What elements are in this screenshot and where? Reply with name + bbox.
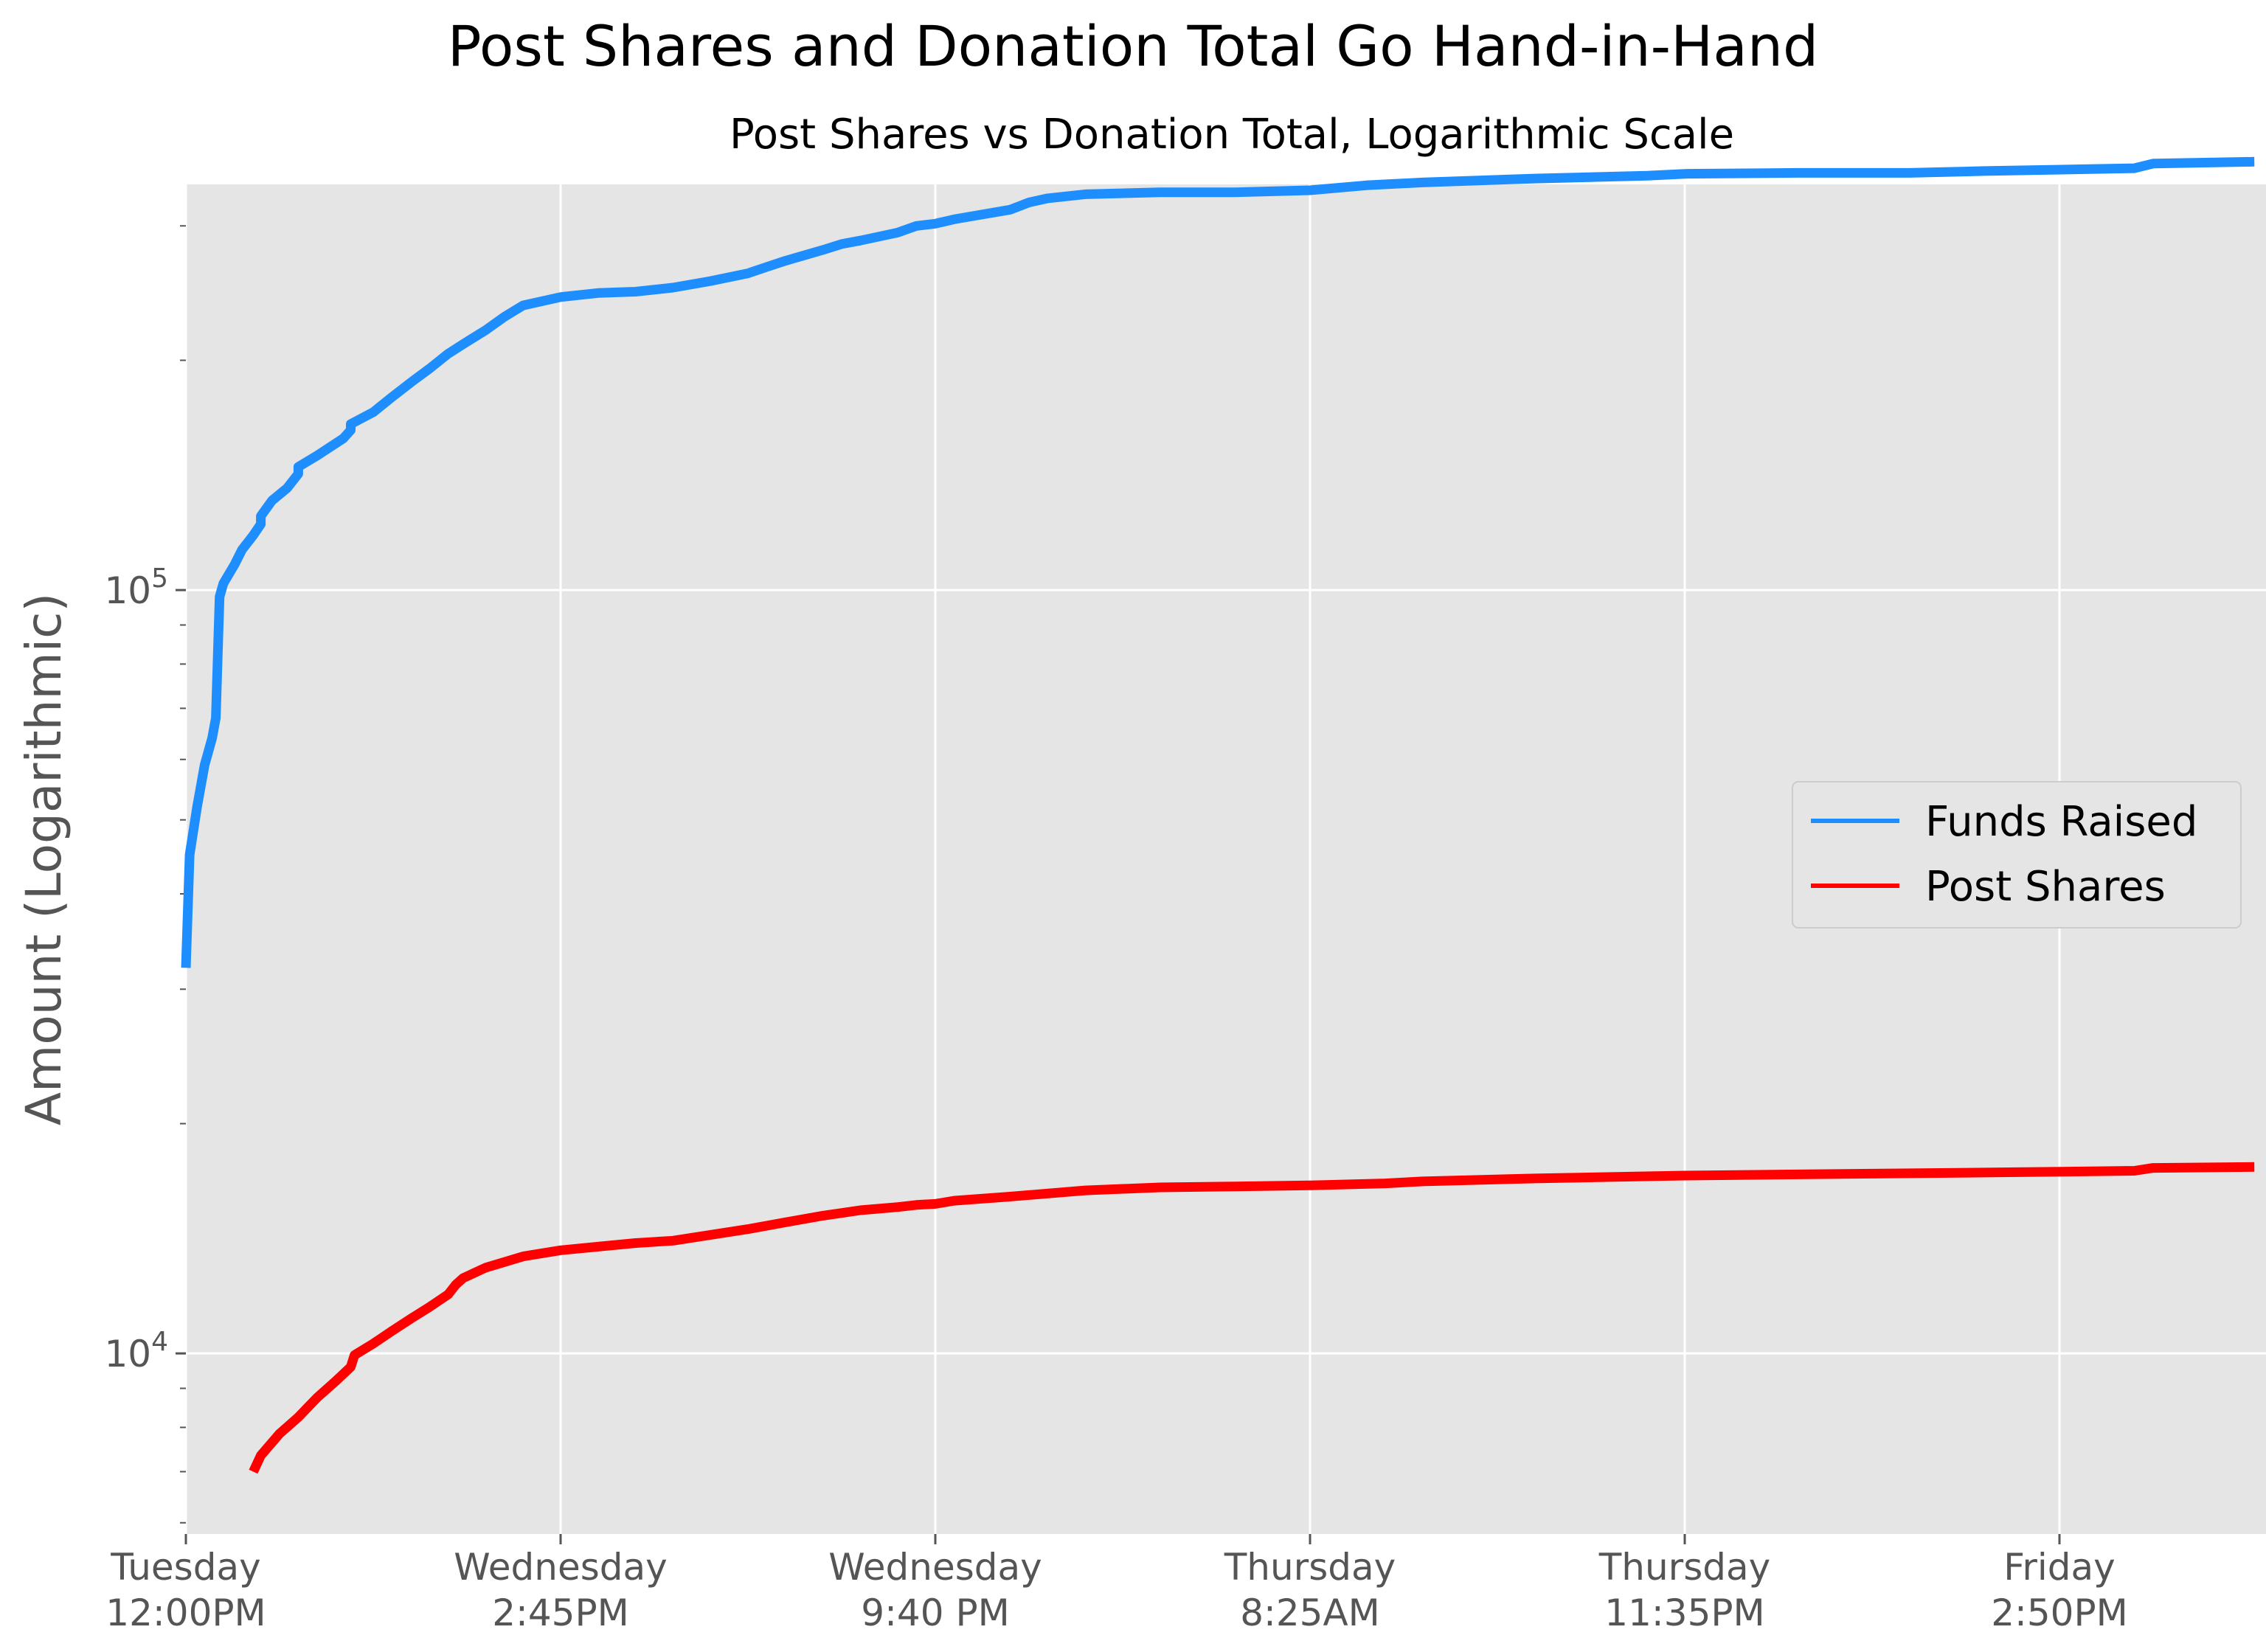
axes: Tuesday12:00PMWednesday2:45PMWednesday9:… xyxy=(104,225,2128,1634)
legend-box xyxy=(1792,781,2242,929)
x-tick-label: Wednesday xyxy=(454,1546,667,1589)
x-tick-label: 2:50PM xyxy=(1991,1592,2128,1634)
x-tick-label: 8:25AM xyxy=(1240,1592,1380,1634)
y-tick-label: 105 xyxy=(104,563,168,612)
x-tick-label: 12:00PM xyxy=(105,1592,266,1634)
x-tick-label: Wednesday xyxy=(828,1546,1042,1589)
x-tick-label: Thursday xyxy=(1224,1546,1396,1589)
y-tick-label: 104 xyxy=(104,1327,168,1375)
chart-subtitle: Post Shares vs Donation Total, Logarithm… xyxy=(729,111,1735,159)
x-tick-label: 2:45PM xyxy=(492,1592,629,1634)
chart-title: Post Shares and Donation Total Go Hand-i… xyxy=(447,13,1819,79)
x-tick-label: Friday xyxy=(2003,1546,2116,1589)
x-tick-label: 9:40 PM xyxy=(861,1592,1009,1634)
x-tick-label: Thursday xyxy=(1598,1546,1771,1589)
legend-label-funds: Funds Raised xyxy=(1925,798,2197,846)
legend: Funds Raised Post Shares xyxy=(1792,781,2242,929)
legend-label-shares: Post Shares xyxy=(1925,863,2166,911)
x-tick-label: Tuesday xyxy=(110,1546,260,1589)
gridlines xyxy=(184,184,2266,1534)
series-layer xyxy=(181,156,2255,1474)
y-axis-label: Amount (Logarithmic) xyxy=(15,593,72,1125)
series-line-funds-raised xyxy=(181,156,2255,968)
series-line-post-shares xyxy=(249,1162,2255,1474)
x-tick-label: 11:35PM xyxy=(1604,1592,1764,1634)
